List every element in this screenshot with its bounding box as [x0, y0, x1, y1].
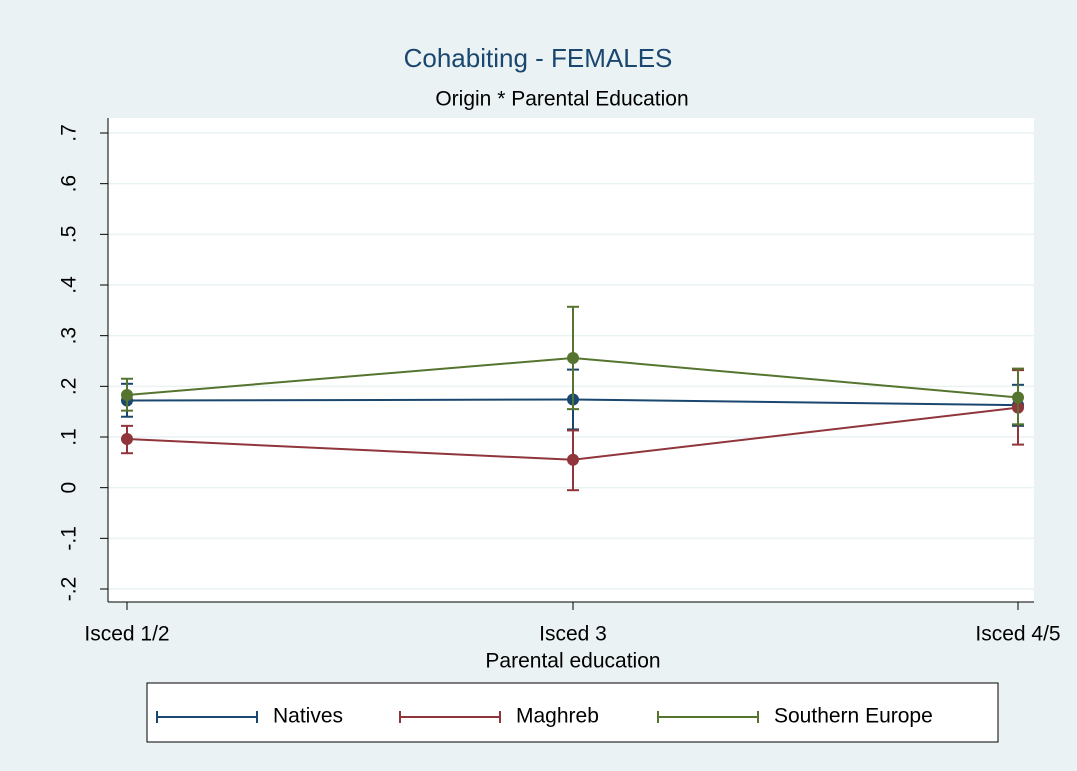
- point: [567, 351, 579, 364]
- y-tick-label: -.1: [58, 526, 81, 551]
- y-tick-label: .5: [58, 226, 81, 244]
- x-tick-label: Isced 3: [539, 623, 607, 646]
- x-axis-title: Parental education: [485, 650, 660, 673]
- point: [121, 433, 133, 446]
- legend: [146, 682, 999, 743]
- x-tick-label: Isced 1/2: [84, 623, 169, 646]
- y-tick-label: .7: [58, 124, 81, 142]
- point: [567, 453, 579, 466]
- x-tick-label: Isced 4/5: [975, 623, 1060, 646]
- point: [1012, 391, 1024, 404]
- chart-subtitle: Origin * Parental Education: [435, 88, 688, 111]
- y-tick-label: .1: [58, 428, 81, 446]
- legend-label: Natives: [273, 705, 343, 728]
- y-tick-label: .4: [58, 276, 81, 294]
- y-tick-label: .3: [58, 327, 81, 345]
- point: [121, 388, 133, 401]
- y-tick-label: .2: [58, 378, 81, 396]
- legend-label: Maghreb: [516, 705, 599, 728]
- legend-label: Southern Europe: [774, 705, 933, 728]
- y-tick-label: 0: [58, 482, 81, 494]
- chart-title: Cohabiting - FEMALES: [404, 43, 673, 73]
- y-tick-label: -.2: [58, 577, 81, 602]
- y-tick-label: .6: [58, 175, 81, 193]
